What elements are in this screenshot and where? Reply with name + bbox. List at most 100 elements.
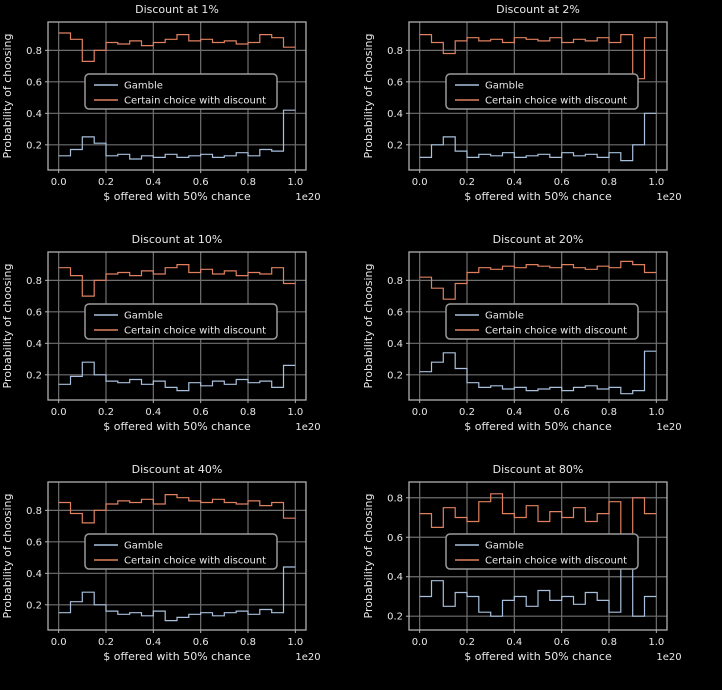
y-tick-label: 0.8 bbox=[387, 46, 403, 57]
x-tick-label: 0.8 bbox=[240, 407, 256, 418]
x-tick-label: 0.0 bbox=[51, 177, 67, 188]
y-tick-label: 0.4 bbox=[26, 109, 42, 120]
x-tick-label: 0.4 bbox=[506, 407, 522, 418]
y-tick-label: 0.2 bbox=[387, 612, 403, 623]
plot-frame bbox=[47, 481, 307, 631]
plot-area: 0.0 0.2 0.4 0.6 0.8 1.0 0.2 0.4 0.6 0.8 Gamble Cert… bbox=[387, 251, 668, 418]
series-line-certain-choice-with-discount bbox=[419, 493, 657, 554]
x-axis-label: $ offered with 50% chance bbox=[103, 190, 251, 203]
legend-label: Certain choice with discount bbox=[485, 96, 627, 107]
legend: Gamble Certain choice with discount bbox=[84, 73, 278, 110]
legend-label: Gamble bbox=[485, 311, 524, 322]
axis-offset-label: 1e20 bbox=[295, 422, 320, 433]
y-axis-label: Probability of choosing bbox=[1, 34, 14, 159]
plot-area: 0.0 0.2 0.4 0.6 0.8 1.0 0.2 0.4 0.6 0.8 Gamble Cert… bbox=[26, 251, 307, 418]
x-axis-label: $ offered with 50% chance bbox=[464, 190, 612, 203]
series-line-gamble bbox=[419, 350, 657, 395]
legend: Gamble Certain choice with discount bbox=[84, 533, 278, 570]
y-tick-label: 0.8 bbox=[26, 46, 42, 57]
x-tick-label: 0.0 bbox=[412, 407, 428, 418]
x-tick-label: 0.6 bbox=[193, 177, 209, 188]
legend-label: Gamble bbox=[124, 311, 163, 322]
x-tick-label: 0.8 bbox=[240, 637, 256, 648]
legend-label: Certain choice with discount bbox=[124, 326, 266, 337]
x-tick-label: 0.4 bbox=[506, 637, 522, 648]
plot-area: 0.0 0.2 0.4 0.6 0.8 1.0 0.2 0.4 0.6 0.8 Gamble Cert… bbox=[387, 481, 668, 648]
y-tick-label: 0.6 bbox=[387, 307, 403, 318]
chart-title: Discount at 80% bbox=[493, 463, 584, 476]
y-tick-label: 0.4 bbox=[26, 569, 42, 580]
chart-canvas: Discount at 80% Probability of choosing … bbox=[362, 463, 682, 663]
plot-frame bbox=[47, 251, 307, 401]
series-line-certain-choice-with-discount bbox=[419, 260, 657, 300]
chart-title: Discount at 10% bbox=[132, 233, 223, 246]
y-tick-label: 0.2 bbox=[26, 600, 42, 611]
plot-area: 0.0 0.2 0.4 0.6 0.8 1.0 0.2 0.4 0.6 0.8 Gamble Cert… bbox=[26, 21, 307, 188]
legend-label: Gamble bbox=[485, 81, 524, 92]
plot-frame bbox=[408, 251, 668, 401]
x-axis-label: $ offered with 50% chance bbox=[103, 650, 251, 663]
x-tick-label: 0.8 bbox=[601, 177, 617, 188]
y-tick-label: 0.4 bbox=[387, 572, 403, 583]
chart-title: Discount at 20% bbox=[493, 233, 584, 246]
x-tick-label: 0.4 bbox=[145, 637, 161, 648]
x-tick-label: 0.0 bbox=[51, 637, 67, 648]
x-tick-label: 0.2 bbox=[98, 407, 114, 418]
x-axis-label: $ offered with 50% chance bbox=[103, 420, 251, 433]
x-tick-label: 0.4 bbox=[145, 177, 161, 188]
subplot-discount-2pct: Discount at 2% Probability of choosing 0… bbox=[361, 0, 722, 230]
y-axis-label: Probability of choosing bbox=[1, 494, 14, 619]
plot-area: 0.0 0.2 0.4 0.6 0.8 1.0 0.2 0.4 0.6 0.8 Gamble Cert… bbox=[387, 21, 668, 188]
series-line-certain-choice-with-discount bbox=[419, 34, 657, 80]
plot-frame bbox=[408, 21, 668, 171]
legend: Gamble Certain choice with discount bbox=[84, 303, 278, 340]
y-tick-label: 0.6 bbox=[26, 537, 42, 548]
axis-offset-label: 1e20 bbox=[656, 192, 681, 203]
series-line-gamble bbox=[58, 361, 296, 392]
y-tick-label: 0.6 bbox=[26, 307, 42, 318]
chart-canvas: Discount at 2% Probability of choosing 0… bbox=[362, 3, 682, 203]
chart-canvas: Discount at 20% Probability of choosing … bbox=[362, 233, 682, 433]
x-tick-label: 0.8 bbox=[240, 177, 256, 188]
x-axis-label: $ offered with 50% chance bbox=[464, 420, 612, 433]
y-axis-label: Probability of choosing bbox=[1, 264, 14, 389]
y-tick-label: 0.4 bbox=[26, 339, 42, 350]
x-tick-label: 0.2 bbox=[98, 637, 114, 648]
chart-title: Discount at 40% bbox=[132, 463, 223, 476]
legend-label: Certain choice with discount bbox=[485, 326, 627, 337]
x-tick-label: 0.0 bbox=[412, 177, 428, 188]
gridlines: 0.0 0.2 0.4 0.6 0.8 1.0 0.2 0.4 0.6 0.8 bbox=[387, 22, 667, 188]
legend-label: Certain choice with discount bbox=[124, 96, 266, 107]
x-tick-label: 1.0 bbox=[287, 637, 303, 648]
y-tick-label: 0.8 bbox=[387, 493, 403, 504]
y-tick-label: 0.6 bbox=[387, 77, 403, 88]
y-tick-label: 0.6 bbox=[387, 533, 403, 544]
x-tick-label: 0.2 bbox=[98, 177, 114, 188]
legend: Gamble Certain choice with discount bbox=[445, 533, 639, 570]
legend-label: Gamble bbox=[485, 541, 524, 552]
x-tick-label: 0.0 bbox=[412, 637, 428, 648]
x-tick-label: 0.6 bbox=[554, 407, 570, 418]
x-axis-label: $ offered with 50% chance bbox=[464, 650, 612, 663]
x-tick-label: 0.6 bbox=[554, 637, 570, 648]
chart-title: Discount at 1% bbox=[135, 3, 219, 16]
axis-offset-label: 1e20 bbox=[295, 652, 320, 663]
gridlines: 0.0 0.2 0.4 0.6 0.8 1.0 0.2 0.4 0.6 0.8 bbox=[26, 252, 306, 418]
legend-label: Gamble bbox=[124, 541, 163, 552]
series-line-gamble bbox=[419, 112, 657, 162]
subplot-discount-1pct: Discount at 1% Probability of choosing 0… bbox=[0, 0, 361, 230]
y-tick-label: 0.8 bbox=[26, 506, 42, 517]
y-tick-label: 0.2 bbox=[387, 140, 403, 151]
axis-offset-label: 1e20 bbox=[656, 652, 681, 663]
series-line-certain-choice-with-discount bbox=[58, 494, 296, 524]
x-tick-label: 0.8 bbox=[601, 637, 617, 648]
axis-offset-label: 1e20 bbox=[295, 192, 320, 203]
legend-label: Certain choice with discount bbox=[485, 556, 627, 567]
x-tick-label: 1.0 bbox=[648, 407, 664, 418]
y-tick-label: 0.2 bbox=[26, 140, 42, 151]
x-tick-label: 0.6 bbox=[193, 407, 209, 418]
series-line-gamble bbox=[58, 109, 296, 160]
y-tick-label: 0.6 bbox=[26, 77, 42, 88]
x-tick-label: 0.6 bbox=[193, 637, 209, 648]
series-line-certain-choice-with-discount bbox=[58, 264, 296, 297]
